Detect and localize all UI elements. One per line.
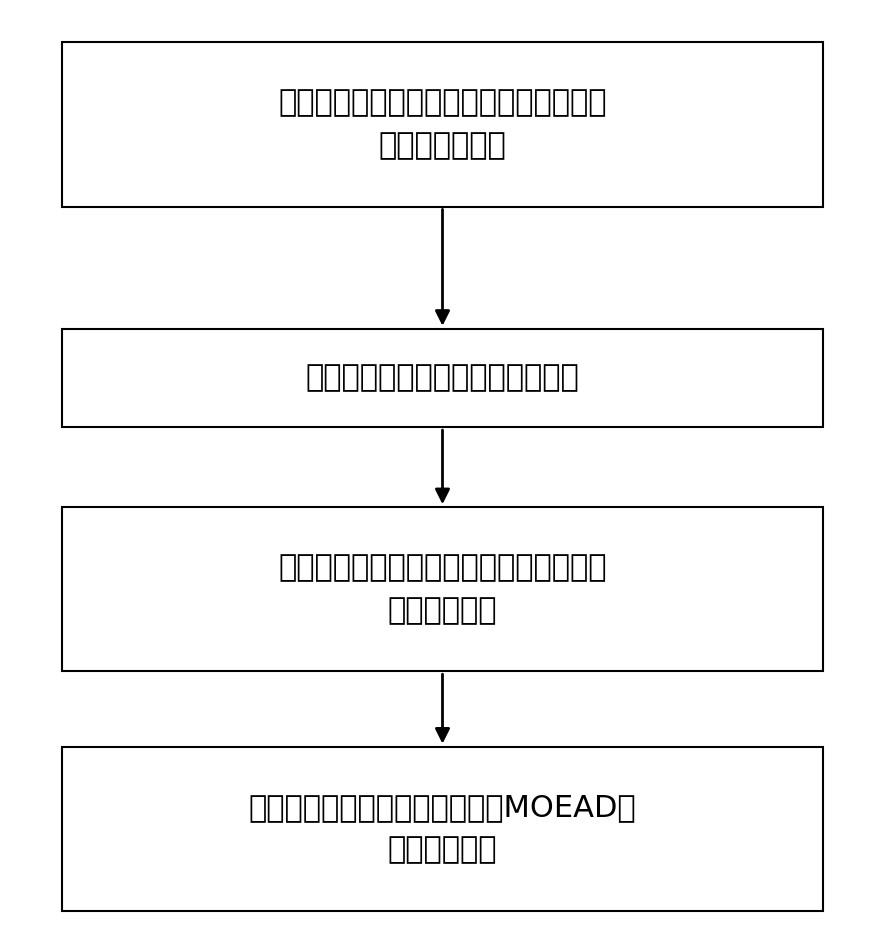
Text: 分布式电源接入方案分层优化模型: 分布式电源接入方案分层优化模型 xyxy=(305,363,580,393)
FancyBboxPatch shape xyxy=(62,329,823,427)
Text: 考虑源荷不确定性的分布式电源接入方案
分层优化模型: 考虑源荷不确定性的分布式电源接入方案 分层优化模型 xyxy=(278,553,607,625)
Text: 考虑网络重构和网损的分布式电源接入方
案决策模型框架: 考虑网络重构和网损的分布式电源接入方 案决策模型框架 xyxy=(278,88,607,161)
FancyBboxPatch shape xyxy=(62,42,823,207)
Text: 采用基于分解的多目标进化方法MOEAD和
遗传算法求解: 采用基于分解的多目标进化方法MOEAD和 遗传算法求解 xyxy=(249,793,636,865)
FancyBboxPatch shape xyxy=(62,507,823,671)
FancyBboxPatch shape xyxy=(62,747,823,911)
